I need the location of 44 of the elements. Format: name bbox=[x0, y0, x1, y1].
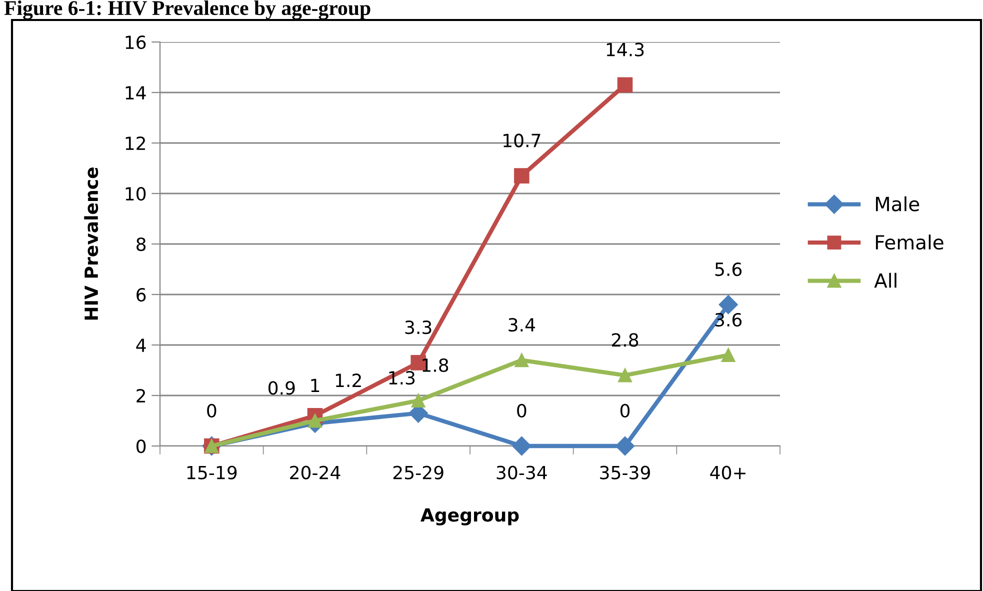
data-label: 3.4 bbox=[508, 318, 536, 332]
data-label: 2.8 bbox=[612, 333, 638, 347]
point bbox=[617, 77, 633, 93]
point bbox=[512, 436, 532, 456]
data-label: 0 bbox=[620, 404, 630, 418]
chart-title: Figure 6-1: HIV Prevalence by age-group bbox=[4, 0, 370, 20]
point bbox=[411, 394, 426, 408]
x-tick-label: 15-19 bbox=[187, 466, 237, 480]
x-tick-label: 25-29 bbox=[393, 466, 444, 480]
x-axis-title: Agegroup bbox=[420, 508, 519, 526]
point bbox=[514, 353, 529, 368]
data-label: 1.2 bbox=[336, 374, 361, 387]
point bbox=[721, 348, 736, 362]
data-label: 0 bbox=[517, 404, 526, 418]
x-tick-label: 20-24 bbox=[290, 466, 340, 480]
data-label: 1 bbox=[311, 378, 320, 392]
x-tick-label: 40+ bbox=[710, 466, 746, 480]
y-tick-label: 2 bbox=[136, 388, 145, 402]
data-label: 10.7 bbox=[504, 134, 540, 148]
legend-label: Female bbox=[876, 234, 944, 250]
y-tick-label: 6 bbox=[136, 288, 146, 302]
data-label: 1.3 bbox=[389, 371, 415, 385]
y-axis-title: HIV Prevalence bbox=[84, 168, 98, 320]
point bbox=[618, 368, 632, 382]
legend-label: Male bbox=[876, 196, 920, 212]
data-label: 0 bbox=[207, 404, 216, 418]
y-tick-label: 4 bbox=[136, 338, 146, 352]
y-tick-label: 8 bbox=[136, 237, 146, 252]
y-tick-label: 10 bbox=[126, 186, 146, 201]
point bbox=[615, 436, 635, 456]
y-tick-label: 16 bbox=[126, 35, 146, 50]
point bbox=[514, 168, 530, 184]
x-tick-label: 35-39 bbox=[600, 466, 650, 480]
point bbox=[308, 414, 322, 428]
data-label: 5.6 bbox=[715, 262, 742, 276]
y-tick-label: 12 bbox=[126, 136, 145, 150]
y-tick-label: 0 bbox=[136, 439, 146, 454]
y-tick-label: 14 bbox=[126, 86, 146, 100]
point bbox=[718, 295, 738, 314]
data-label: 14.3 bbox=[606, 42, 644, 56]
x-tick-label: 30-34 bbox=[496, 466, 547, 480]
legend-label: All bbox=[874, 272, 896, 288]
data-label: 0.9 bbox=[268, 381, 295, 395]
data-label: 3.3 bbox=[405, 320, 432, 334]
